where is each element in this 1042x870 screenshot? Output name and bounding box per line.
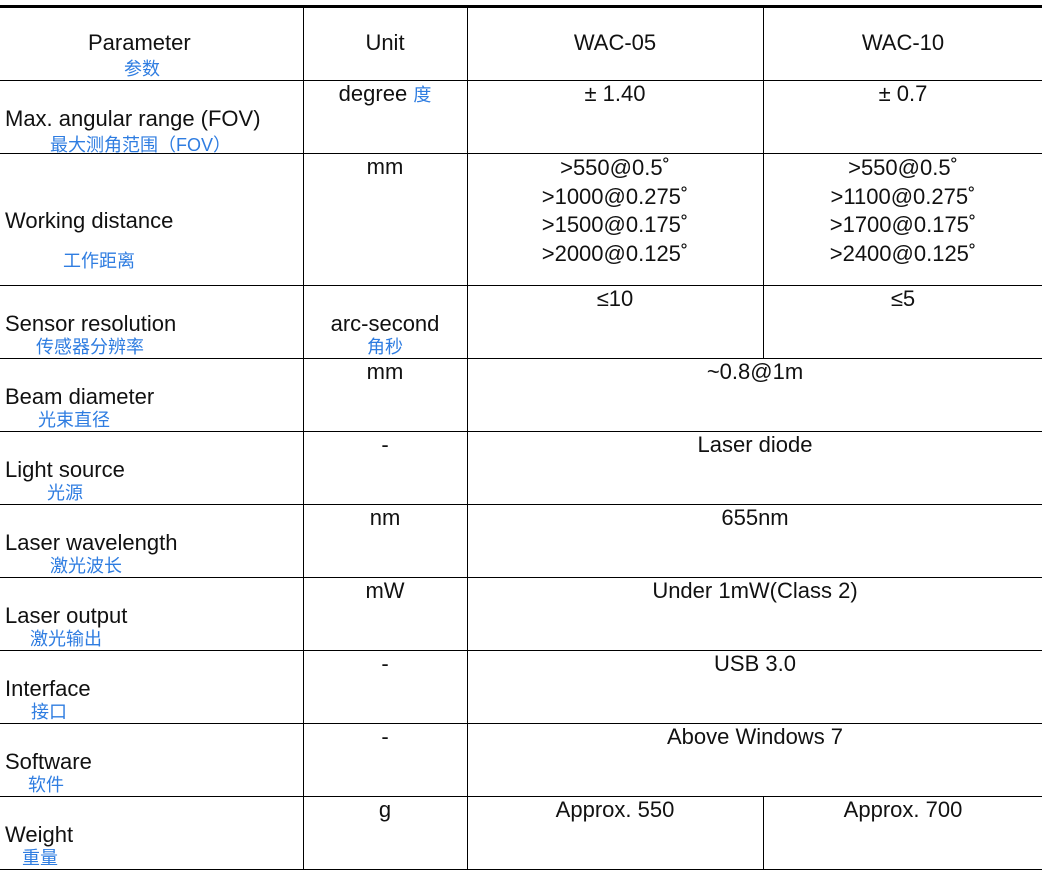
header-model-wac05: WAC-05 <box>468 8 763 80</box>
value-shared: ~0.8@1m <box>468 359 1042 385</box>
param-name-cn: 工作距离 <box>63 247 135 273</box>
value-shared: Laser diode <box>468 432 1042 458</box>
value-wac05: ± 1.40 <box>468 81 763 107</box>
unit: g <box>304 797 467 823</box>
value-wac10: ± 0.7 <box>764 81 1042 107</box>
table-row: Max. angular range (FOV)最大测角范围（FOV） degr… <box>0 81 1042 154</box>
value-wac10: ≤5 <box>764 286 1042 312</box>
header-unit: Unit <box>304 8 467 80</box>
unit: - <box>304 651 467 677</box>
unit: mW <box>304 578 467 604</box>
distance-line: >2000@0.125˚ <box>542 240 689 269</box>
param-name: Working distance <box>5 208 173 234</box>
param-name-cn: 软件 <box>28 771 64 797</box>
distance-line: >1100@0.275˚ <box>830 183 977 212</box>
unit-cn: 角秒 <box>304 333 467 359</box>
unit: mm <box>304 154 467 180</box>
param-name: Max. angular range (FOV) <box>5 106 261 132</box>
param-name-cn: 传感器分辨率 <box>36 333 144 359</box>
distance-line: >1700@0.175˚ <box>830 211 977 240</box>
unit: mm <box>304 359 467 385</box>
value-shared: 655nm <box>468 505 1042 531</box>
param-name-cn: 激光波长 <box>50 552 122 578</box>
unit-cn: 度 <box>413 81 431 107</box>
unit-cell: degree 度 <box>304 81 467 107</box>
value-shared: USB 3.0 <box>468 651 1042 677</box>
unit: - <box>304 724 467 750</box>
value-wac05: ≤10 <box>468 286 763 312</box>
param-name-cn: 激光输出 <box>30 625 102 651</box>
value-shared: Above Windows 7 <box>468 724 1042 750</box>
unit: degree <box>339 81 408 107</box>
distance-line: >1000@0.275˚ <box>542 183 689 212</box>
param-name-cn: 接口 <box>31 698 67 724</box>
header-model-wac10: WAC-10 <box>764 8 1042 80</box>
distance-line: >550@0.5˚ <box>830 154 977 183</box>
param-name-cn: 光源 <box>47 479 83 505</box>
value-wac05: Approx. 550 <box>468 797 763 823</box>
distance-line: >2400@0.125˚ <box>830 240 977 269</box>
unit: - <box>304 432 467 458</box>
param-name-cn: 光束直径 <box>38 406 110 432</box>
unit: nm <box>304 505 467 531</box>
header-parameter-cn: 参数 <box>124 55 160 81</box>
value-wac10: Approx. 700 <box>764 797 1042 823</box>
value-wac05: >550@0.5˚>1000@0.275˚>1500@0.175˚>2000@0… <box>542 154 689 268</box>
value-wac10: >550@0.5˚>1100@0.275˚>1700@0.175˚>2400@0… <box>830 154 977 268</box>
distance-line: >1500@0.175˚ <box>542 211 689 240</box>
value-shared: Under 1mW(Class 2) <box>468 578 1042 604</box>
param-name-cn: 重量 <box>22 844 58 870</box>
distance-line: >550@0.5˚ <box>542 154 689 183</box>
header-parameter: Parameter <box>88 30 191 56</box>
